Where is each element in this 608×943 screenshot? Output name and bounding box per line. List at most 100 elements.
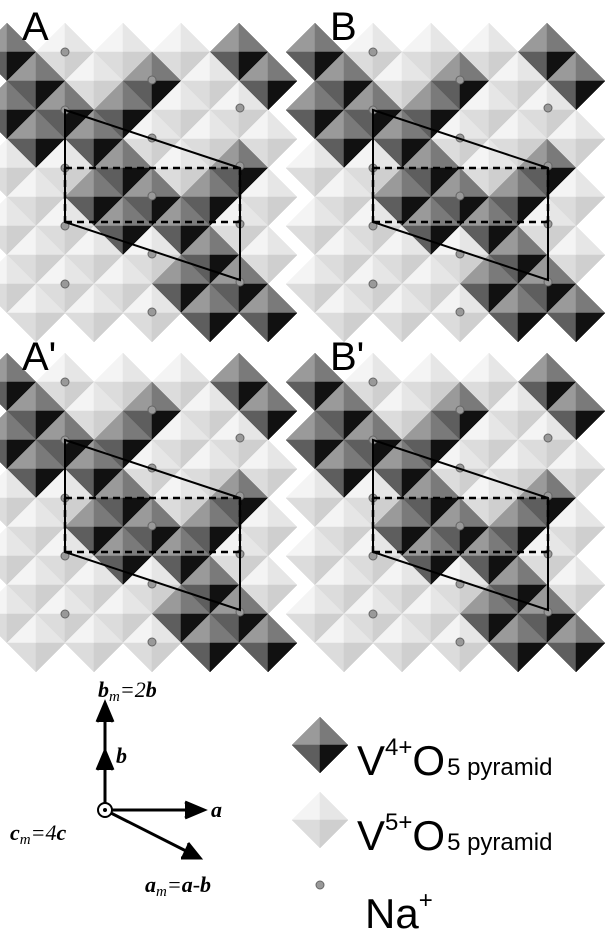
na-ion xyxy=(148,406,156,414)
face xyxy=(0,284,7,313)
axis-arrow xyxy=(105,810,190,853)
label-part: - xyxy=(193,872,200,897)
face xyxy=(152,23,181,52)
face xyxy=(315,643,344,672)
face xyxy=(0,585,7,614)
label-part: b xyxy=(200,872,211,897)
face xyxy=(402,313,431,342)
label-part: m xyxy=(156,884,167,900)
face xyxy=(0,382,7,411)
face xyxy=(286,23,315,52)
axis-label: bm=2b xyxy=(98,677,157,705)
label-part: a xyxy=(182,872,193,897)
face xyxy=(576,585,605,614)
face xyxy=(268,643,297,672)
label-part: b xyxy=(98,677,109,702)
legend-label: V4+O5 pyramid xyxy=(357,734,552,784)
na-ion xyxy=(544,104,552,112)
face xyxy=(576,110,605,139)
legend-icons xyxy=(292,717,348,889)
face xyxy=(210,643,239,672)
face xyxy=(547,313,576,342)
na-ion xyxy=(236,434,244,442)
face xyxy=(402,23,431,52)
figure: ABA'B' bm=2b b a cm=4c am=a-b V4+O5 pyra… xyxy=(0,0,608,943)
face xyxy=(65,23,94,52)
face xyxy=(576,226,605,255)
face xyxy=(547,353,576,382)
face xyxy=(292,717,320,745)
face xyxy=(152,313,181,342)
axes-diagram xyxy=(97,703,204,858)
face xyxy=(460,643,489,672)
na-ion xyxy=(148,638,156,646)
face xyxy=(239,353,268,382)
label-part: V xyxy=(357,812,385,859)
na-ion xyxy=(61,610,69,618)
face xyxy=(239,23,268,52)
face xyxy=(320,745,348,773)
face xyxy=(0,52,7,81)
na-ion xyxy=(369,280,377,288)
na-ion xyxy=(456,406,464,414)
face xyxy=(373,643,402,672)
polyhedron xyxy=(292,717,348,773)
label-part: a xyxy=(145,872,156,897)
label-part: m xyxy=(20,832,31,848)
label-part: 5 pyramid xyxy=(447,754,552,781)
label-part: V xyxy=(357,737,385,784)
face xyxy=(0,469,7,498)
face xyxy=(518,353,547,382)
face xyxy=(518,313,547,342)
face xyxy=(373,353,402,382)
face xyxy=(181,643,210,672)
face xyxy=(123,643,152,672)
polyhedron xyxy=(292,792,348,848)
face xyxy=(431,313,460,342)
face xyxy=(373,313,402,342)
face xyxy=(181,353,210,382)
face xyxy=(94,313,123,342)
panel: A' xyxy=(0,335,297,672)
face xyxy=(320,820,348,848)
face xyxy=(320,792,348,820)
face xyxy=(576,81,605,110)
label-part: =2 xyxy=(120,677,146,702)
face xyxy=(576,255,605,284)
face xyxy=(123,23,152,52)
face xyxy=(431,643,460,672)
out-of-plane-dot xyxy=(103,808,107,812)
panel: B' xyxy=(286,335,605,672)
face xyxy=(576,411,605,440)
face xyxy=(210,23,239,52)
face xyxy=(181,23,210,52)
face xyxy=(210,353,239,382)
label-part: c xyxy=(10,820,20,845)
na-ion xyxy=(61,280,69,288)
face xyxy=(576,313,605,342)
face xyxy=(0,23,7,52)
face xyxy=(94,23,123,52)
label-part: 5 pyramid xyxy=(447,829,552,856)
na-ion xyxy=(456,308,464,316)
label-part: 5+ xyxy=(385,809,412,836)
face xyxy=(0,255,7,284)
face xyxy=(181,313,210,342)
face xyxy=(576,643,605,672)
face xyxy=(576,440,605,469)
axis-label: cm=4c xyxy=(10,820,66,848)
face xyxy=(460,313,489,342)
na-ion xyxy=(456,192,464,200)
face xyxy=(576,139,605,168)
face xyxy=(292,820,320,848)
na-ion xyxy=(369,610,377,618)
face xyxy=(576,197,605,226)
na-ion xyxy=(148,308,156,316)
panel-label: B xyxy=(330,5,357,49)
na-ion xyxy=(456,638,464,646)
panel-label: A xyxy=(22,5,49,49)
face xyxy=(576,168,605,197)
face xyxy=(152,353,181,382)
face xyxy=(0,168,7,197)
face xyxy=(547,23,576,52)
